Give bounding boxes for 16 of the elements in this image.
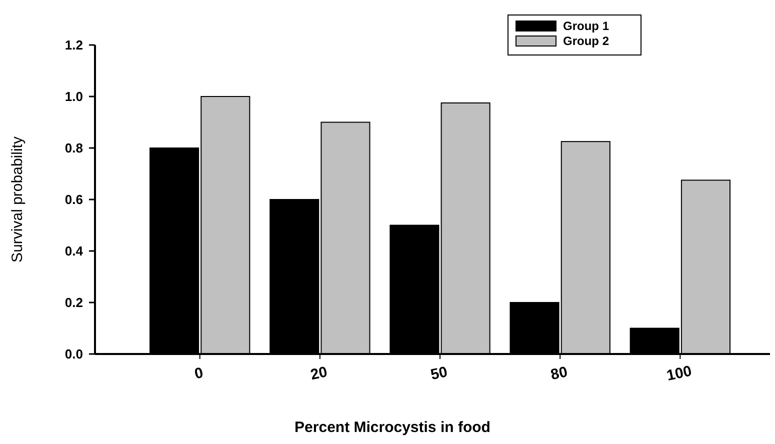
y-axis-title: Survival probability [9, 136, 26, 262]
y-tick-label: 0.0 [64, 346, 83, 362]
y-tick-label: 0.8 [64, 140, 83, 156]
y-tick-label: 1.2 [64, 38, 83, 53]
y-tick-label: 0.6 [64, 192, 83, 208]
y-tick-label: 0.4 [64, 244, 84, 259]
x-tick-label: 0 [193, 364, 205, 383]
legend-label: Group 2 [563, 34, 610, 48]
x-tick-label: 20 [309, 364, 329, 384]
x-tick-label: 100 [665, 362, 694, 385]
y-tick-label: 0.2 [64, 295, 83, 310]
x-tick-label: 50 [429, 364, 449, 384]
legend-label: Group 1 [563, 19, 610, 34]
x-tick-label: 80 [549, 364, 570, 384]
x-axis-title: Percent Microcystis in food [294, 419, 490, 436]
y-tick-label: 1.0 [64, 89, 83, 104]
